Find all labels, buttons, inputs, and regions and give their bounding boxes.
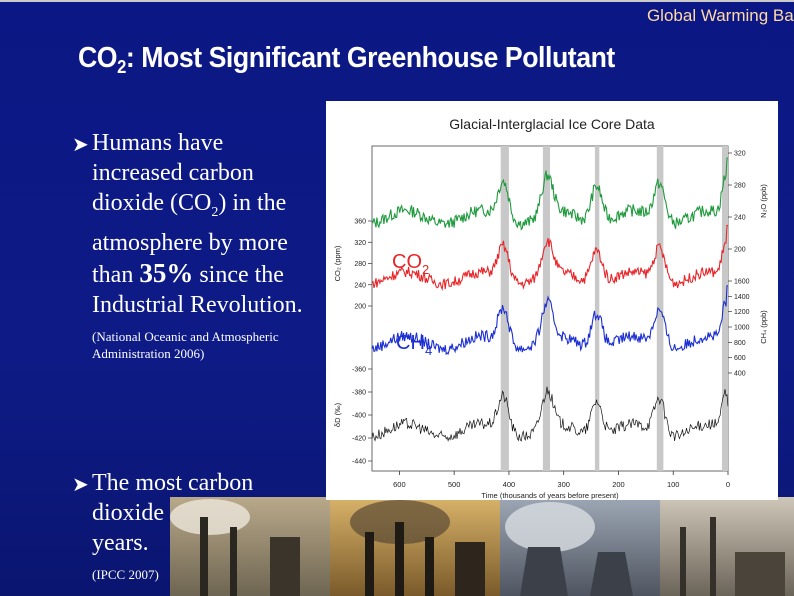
bullet-1-text: Humans have increased carbon dioxide (CO… — [92, 128, 312, 320]
vertical-credit — [2, 250, 16, 580]
title-rest: : Most Significant Greenhouse Pollutant — [125, 42, 615, 74]
bullet-2-citation: (IPCC 2007) — [92, 567, 159, 582]
co2-label: CO — [392, 251, 422, 273]
arrow-bullet-icon: ➤ — [72, 474, 89, 496]
y-tick-label: 280 — [354, 261, 366, 268]
interglacial-band — [594, 146, 600, 471]
y-tick-label: 240 — [734, 215, 746, 222]
x-tick-label: 400 — [503, 480, 516, 489]
brand-label: Global Warming Basi — [646, 6, 794, 25]
bullet-1-percent: 35% — [139, 257, 194, 288]
y-tick-label: 800 — [734, 340, 746, 347]
y-tick-label: -400 — [352, 413, 366, 420]
ch4-label-sub: 4 — [425, 343, 432, 358]
series-axis-name: CO₂ (ppm) — [333, 245, 342, 281]
chart-title: Glacial-Interglacial Ice Core Data — [449, 116, 655, 132]
y-tick-label: 360 — [354, 219, 366, 226]
y-tick-label: -380 — [352, 390, 366, 397]
bullet-1-text-a: Humans have increased carbon dioxide (CO — [92, 130, 254, 216]
arrow-bullet-icon: ➤ — [72, 134, 89, 156]
y-tick-label: -420 — [352, 436, 366, 443]
y-tick-label: 200 — [734, 247, 746, 254]
co2-label-sub: 2 — [422, 262, 429, 277]
y-tick-label: 320 — [354, 240, 366, 247]
series-line-1 — [371, 157, 728, 231]
y-tick-label: -440 — [352, 459, 366, 466]
interglacial-band — [500, 146, 509, 471]
y-tick-label: 280 — [734, 183, 746, 190]
top-divider — [0, 0, 794, 2]
y-tick-label: 1000 — [734, 325, 750, 332]
bullet-item-1: ➤ Humans have increased carbon dioxide (… — [72, 128, 312, 362]
x-axis-label: Time (thousands of years before present) — [481, 491, 619, 500]
page-title: CO2: Most Significant Greenhouse Polluta… — [78, 42, 722, 78]
x-tick-label: 500 — [448, 480, 461, 489]
y-tick-label: 1600 — [734, 279, 750, 286]
industrial-photo-strip — [170, 497, 794, 596]
y-tick-label: 240 — [354, 282, 366, 289]
y-tick-label: 1200 — [734, 309, 750, 316]
series-axis-name: N₂O (ppb) — [759, 184, 768, 218]
bullet-1-text-c: since the Industrial Revolution. — [92, 261, 303, 318]
series-line-2 — [371, 224, 728, 292]
x-tick-label: 300 — [557, 480, 570, 489]
title-sub: 2 — [117, 57, 126, 77]
series-line-3 — [371, 285, 728, 356]
y-tick-label: 320 — [734, 151, 746, 158]
x-tick-label: 600 — [393, 480, 406, 489]
series-axis-name: δD (‰) — [333, 402, 342, 427]
ice-core-chart: Glacial-Interglacial Ice Core Data 600 500… — [326, 101, 778, 500]
ch4-label: CH — [396, 332, 425, 354]
interglacial-band — [721, 146, 728, 471]
interglacial-band — [656, 146, 664, 471]
title-co: CO — [78, 42, 118, 74]
y-tick-label: 1400 — [734, 294, 750, 301]
series-line-4 — [371, 386, 729, 442]
bullet-1-text-b: ) in the atmosphere by more than — [92, 190, 288, 288]
y-tick-label: 400 — [734, 371, 746, 378]
bullet-1-citation: (National Oceanic and Atmospheric Admini… — [92, 328, 279, 361]
series-axis-name: CH₄ (ppb) — [759, 310, 768, 344]
y-tick-label: -360 — [352, 367, 366, 374]
y-tick-label: 600 — [734, 355, 746, 362]
interglacial-band — [542, 146, 550, 471]
ice-core-chart-svg: Glacial-Interglacial Ice Core Data 600 500… — [333, 116, 768, 500]
x-tick-label: 0 — [726, 480, 730, 489]
x-tick-label: 200 — [612, 480, 625, 489]
y-tick-label: 200 — [354, 304, 366, 311]
x-tick-label: 100 — [667, 480, 680, 489]
bullet-1-sub: 2 — [211, 204, 219, 220]
